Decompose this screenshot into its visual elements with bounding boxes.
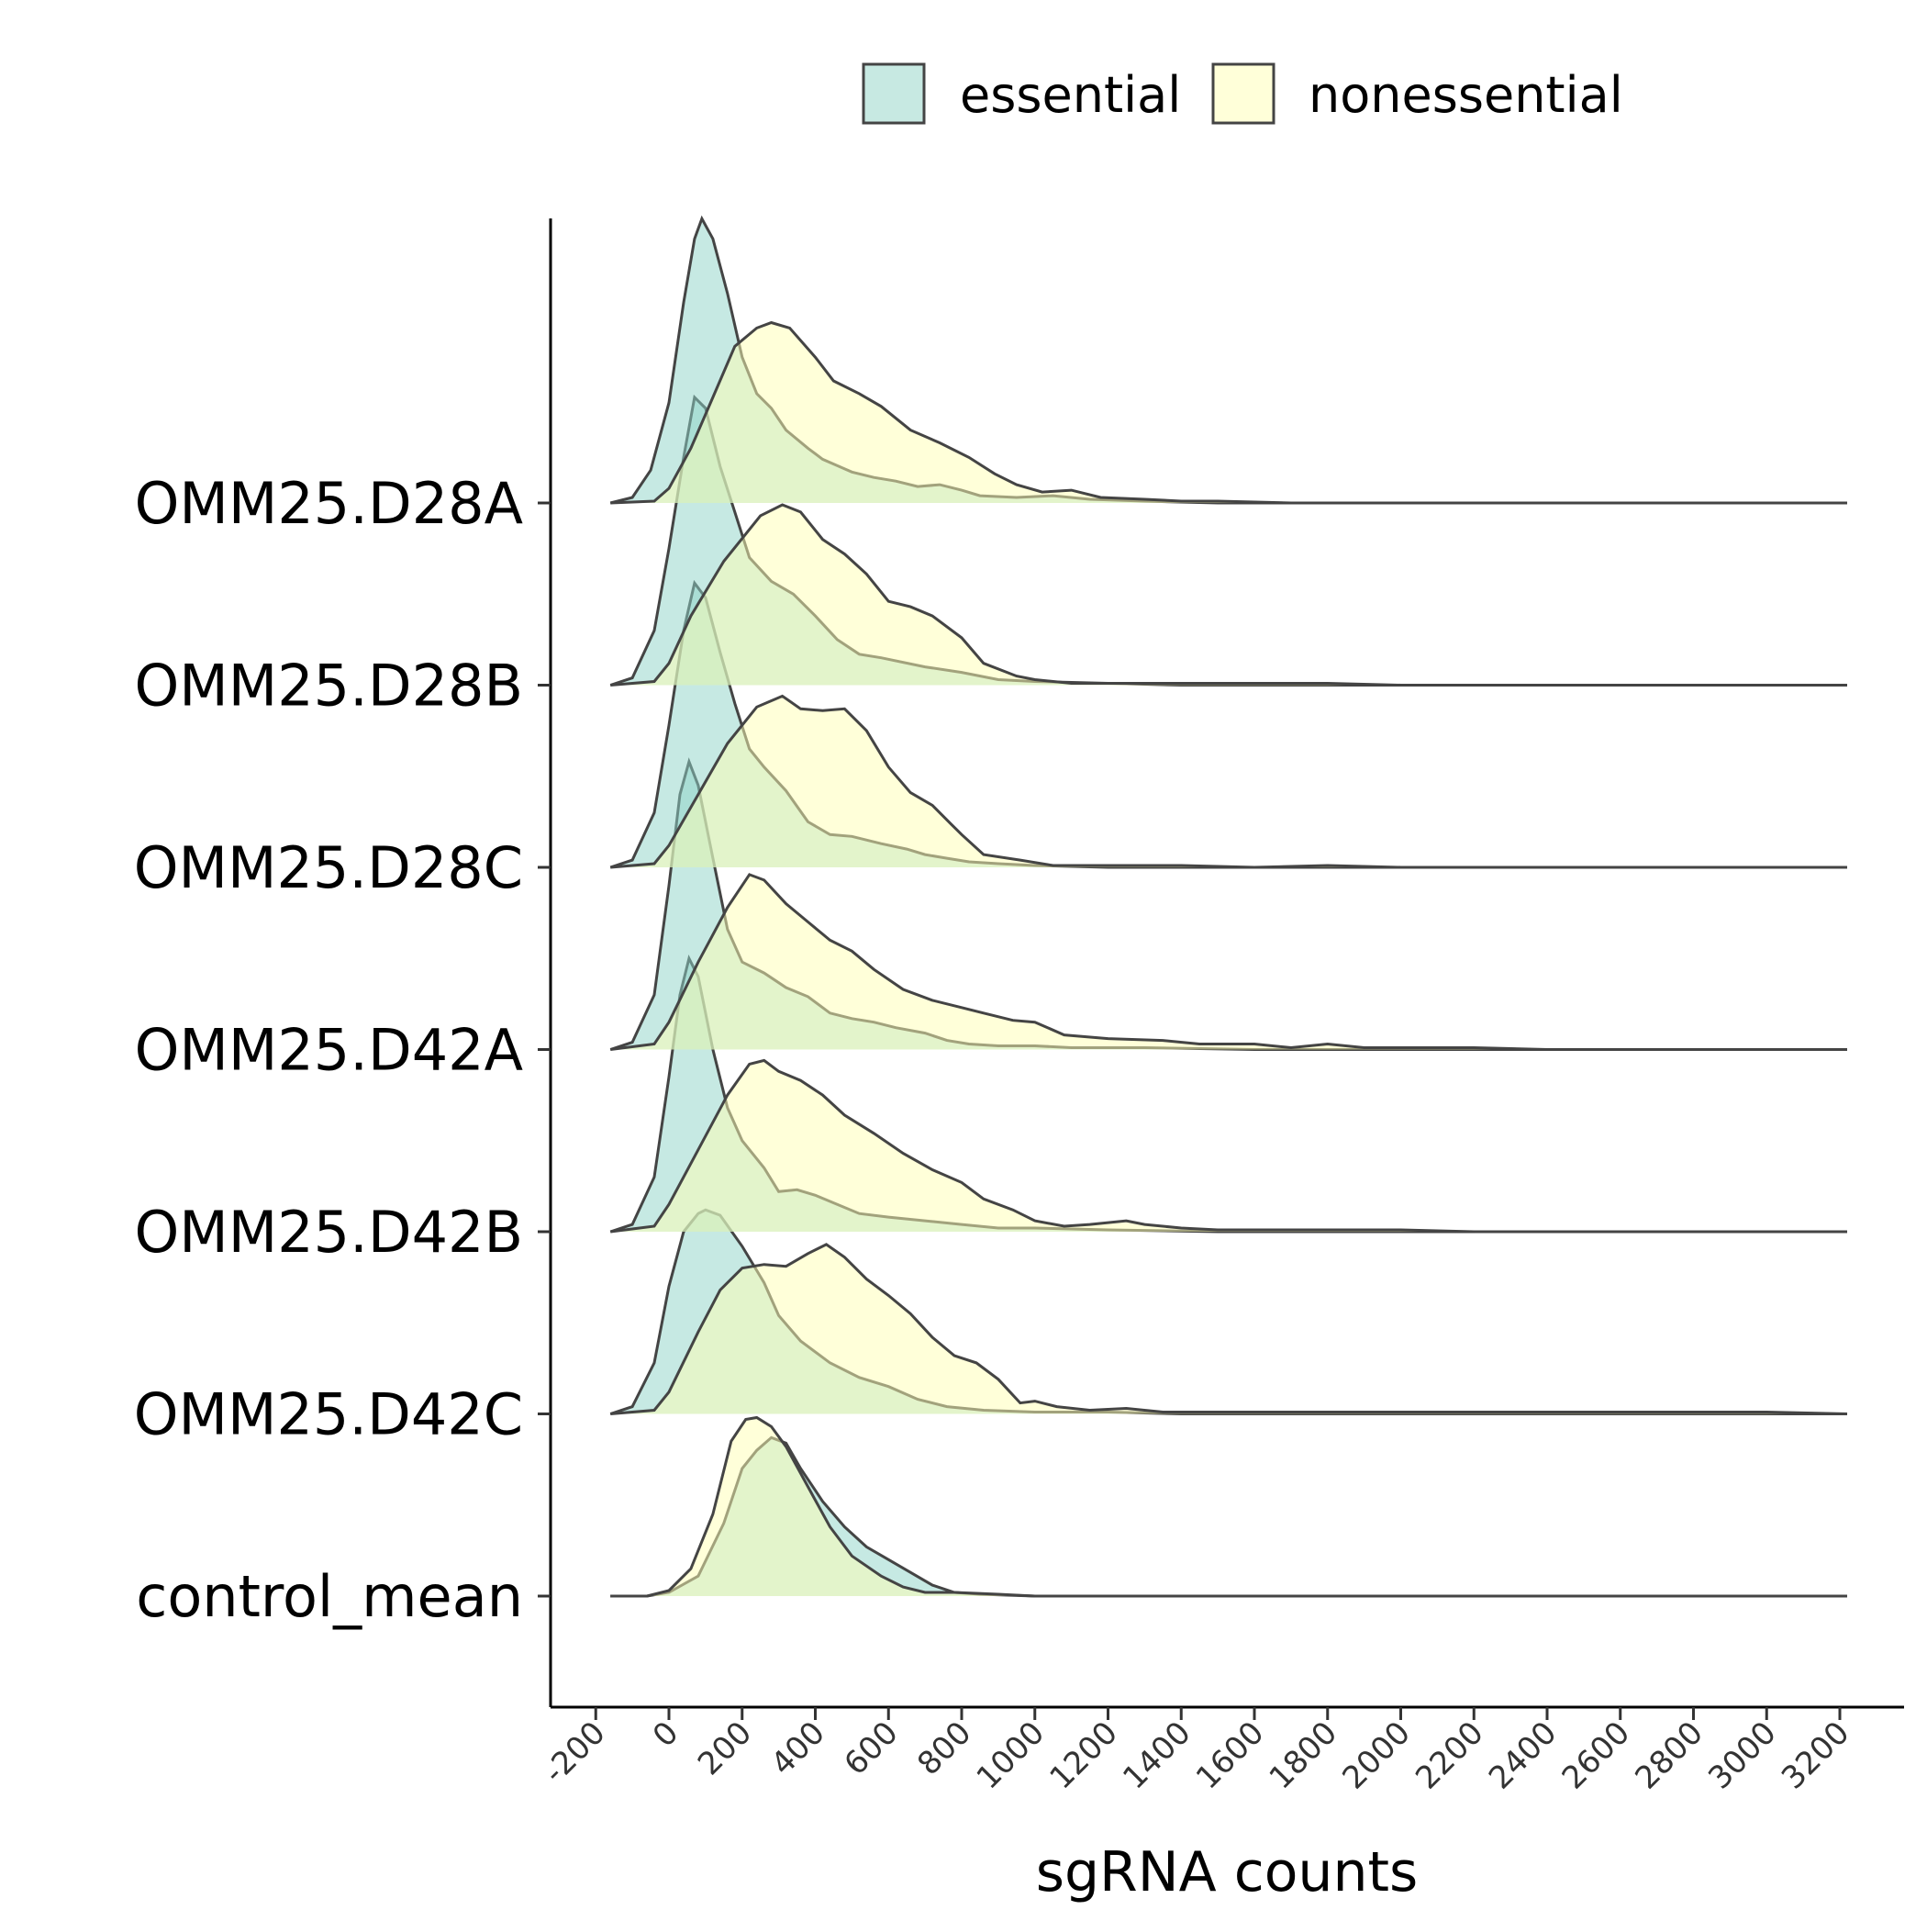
- x-axis-ticks: -200 0 200 400 600 80010001200140016001800200…: [537, 1707, 1856, 1797]
- x-tick-label: 2800: [1628, 1714, 1710, 1796]
- density-line-nonessential-omm25-d42c: [610, 1243, 1848, 1415]
- y-tick-label: OMM25.D42B: [134, 1199, 523, 1266]
- density-ridges: [609, 215, 1848, 1598]
- x-tick-label: 2600: [1555, 1714, 1637, 1796]
- x-tick-label: 1000: [970, 1714, 1052, 1796]
- x-tick-label: 600: [837, 1714, 905, 1782]
- x-tick-label: 2000: [1335, 1714, 1417, 1796]
- density-line-nonessential-control-mean: [610, 1415, 1847, 1598]
- density-area-nonessential-omm25-d28a: [610, 322, 1848, 503]
- legend: essential nonessential: [862, 62, 1623, 125]
- x-tick-label: 1800: [1263, 1714, 1344, 1796]
- y-axis-labels: OMM25.D28A OMM25.D28B OMM25.D28C OMM25.D42A…: [134, 470, 551, 1630]
- x-tick-label: 3000: [1701, 1714, 1783, 1796]
- y-tick-label: OMM25.D42A: [135, 1017, 523, 1084]
- density-line-nonessential-omm25-d28c: [610, 694, 1847, 869]
- x-tick-label: 3200: [1775, 1714, 1856, 1796]
- x-tick-label: 1400: [1116, 1714, 1197, 1796]
- y-tick-label: OMM25.D28C: [134, 834, 523, 901]
- density-line-nonessential-omm25-d28a: [610, 320, 1847, 505]
- x-tick-label: 1600: [1189, 1714, 1271, 1796]
- y-tick-label: OMM25.D28A: [135, 470, 523, 537]
- density-area-nonessential-omm25-d42a: [610, 874, 1848, 1050]
- density-area-nonessential-control-mean: [610, 1417, 1848, 1596]
- density-line-nonessential-omm25-d42a: [610, 873, 1847, 1051]
- axes: [549, 218, 1904, 1709]
- x-tick-label: -200: [537, 1714, 613, 1791]
- legend-label-nonessential: nonessential: [1309, 66, 1623, 124]
- legend-key-essential: [862, 62, 926, 125]
- x-tick-label: 2400: [1482, 1714, 1564, 1796]
- x-tick-label: 0: [646, 1714, 686, 1755]
- density-area-nonessential-omm25-d42c: [610, 1244, 1848, 1414]
- y-tick-label: control_mean: [136, 1563, 523, 1630]
- legend-key-nonessential: [1211, 62, 1275, 125]
- y-tick-label: OMM25.D28B: [134, 653, 523, 720]
- density-area-nonessential-omm25-d42b: [610, 1060, 1848, 1232]
- y-tick-label: OMM25.D42C: [134, 1381, 523, 1448]
- density-line-nonessential-omm25-d42b: [610, 1058, 1847, 1234]
- density-area-nonessential-omm25-d28b: [610, 505, 1848, 686]
- x-tick-label: 2200: [1409, 1714, 1490, 1796]
- legend-label-essential: essential: [960, 66, 1181, 124]
- x-tick-label: 400: [764, 1714, 832, 1782]
- density-area-nonessential-omm25-d28c: [610, 696, 1848, 867]
- density-line-nonessential-omm25-d28b: [610, 503, 1847, 687]
- x-tick-label: 1200: [1042, 1714, 1124, 1796]
- x-tick-label: 200: [691, 1714, 759, 1782]
- x-axis-title: sgRNA counts: [1036, 1840, 1419, 1904]
- x-tick-label: 800: [910, 1714, 978, 1782]
